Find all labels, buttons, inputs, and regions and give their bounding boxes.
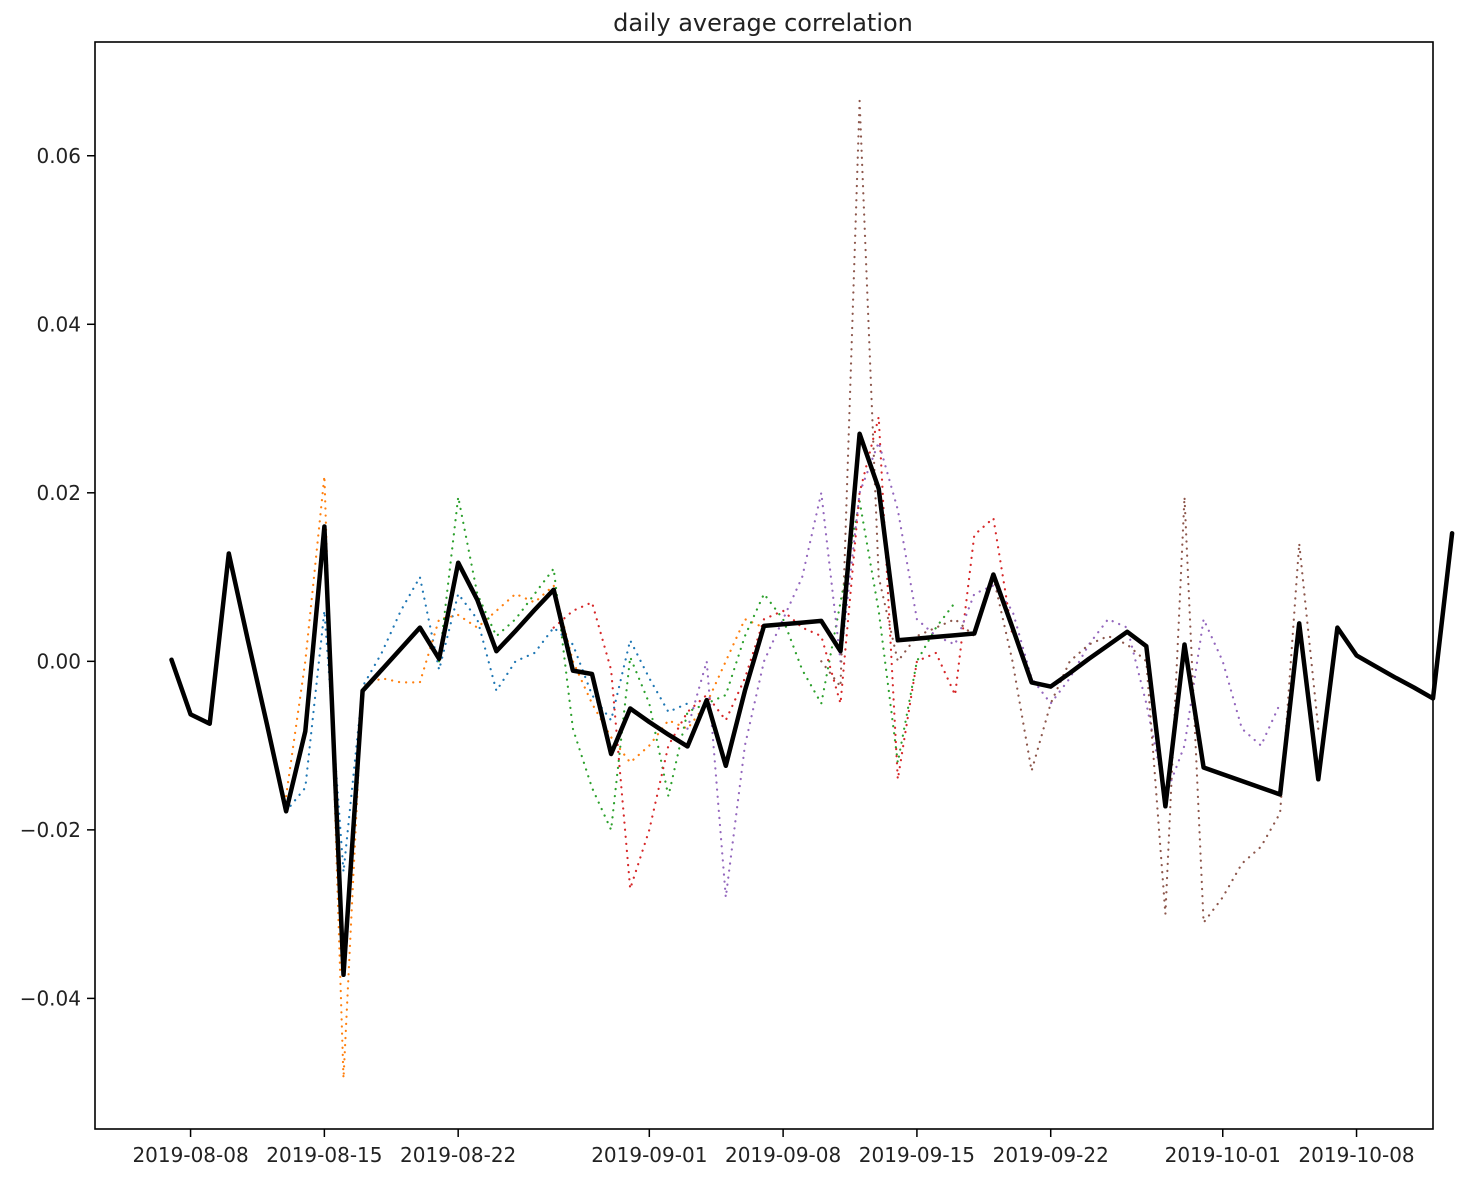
x-tick-label: 2019-10-01 bbox=[1165, 1143, 1281, 1167]
y-tick-label: 0.06 bbox=[36, 144, 81, 168]
series-line-dotted-4 bbox=[552, 415, 1014, 890]
x-tick-label: 2019-08-22 bbox=[400, 1143, 516, 1167]
plot-frame bbox=[94, 41, 1434, 1130]
y-tick-label: −0.04 bbox=[20, 986, 81, 1010]
x-tick-label: 2019-09-22 bbox=[993, 1143, 1109, 1167]
series-line-dotted-1 bbox=[285, 575, 689, 874]
x-tick-label: 2019-09-01 bbox=[591, 1143, 707, 1167]
series-line-dotted-6 bbox=[820, 99, 1320, 924]
y-tick-label: 0.00 bbox=[36, 649, 81, 673]
x-tick-label: 2019-09-15 bbox=[859, 1143, 975, 1167]
x-tick-label: 2019-10-08 bbox=[1298, 1143, 1414, 1167]
x-tick-label: 2019-08-15 bbox=[266, 1143, 382, 1167]
series-line-dotted-5 bbox=[686, 441, 1282, 899]
series-line-average bbox=[169, 431, 1455, 978]
x-tick-label: 2019-09-08 bbox=[725, 1143, 841, 1167]
y-tick-label: 0.02 bbox=[36, 481, 81, 505]
series-layer bbox=[169, 99, 1455, 1080]
y-tick-label: −0.02 bbox=[20, 818, 81, 842]
axis-layer: 2019-08-08 2019-08-15 2019-08-22 2019-09-01… bbox=[20, 144, 1415, 1167]
x-tick-label: 2019-08-08 bbox=[132, 1143, 248, 1167]
chart-title: daily average correlation bbox=[613, 9, 913, 37]
y-tick-label: 0.04 bbox=[36, 312, 81, 336]
